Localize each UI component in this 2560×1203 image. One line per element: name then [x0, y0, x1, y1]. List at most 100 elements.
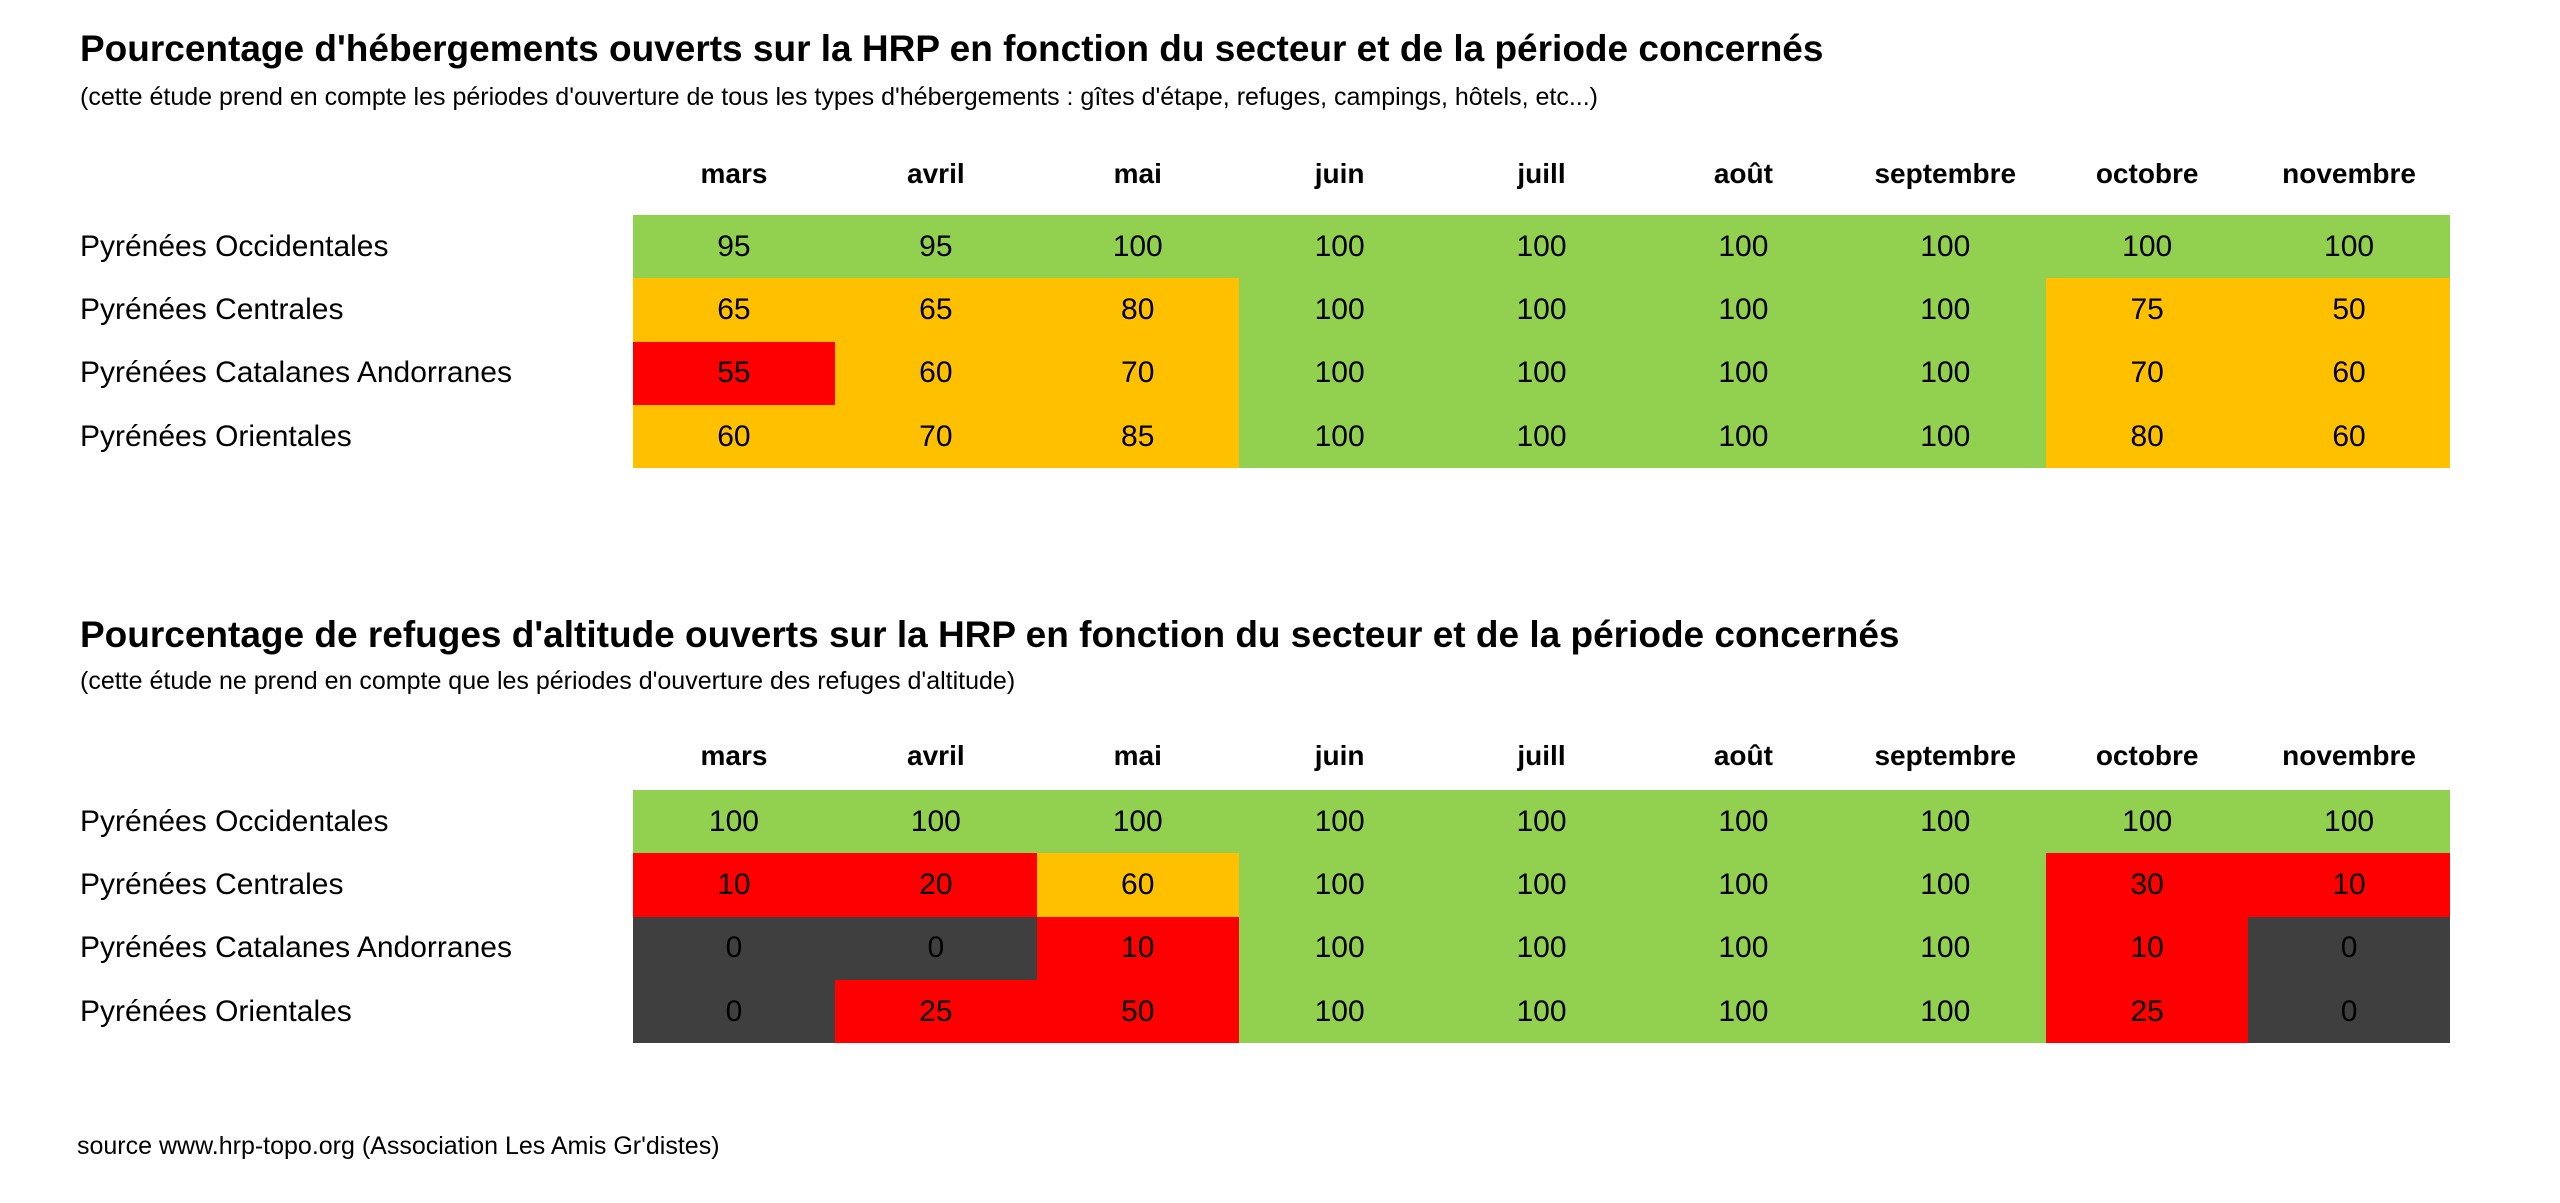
column-header: mars	[700, 158, 768, 189]
value-cell: 100	[1642, 853, 1845, 917]
value-cell: 0	[633, 916, 835, 980]
value-cell: 10	[2046, 916, 2249, 980]
row-label: Pyrénées Orientales	[80, 994, 352, 1028]
section-title: Pourcentage d'hébergements ouverts sur l…	[80, 28, 1824, 69]
value-cell: 100	[1844, 278, 2047, 342]
value-cell: 10	[1036, 916, 1239, 980]
heatmap-table: Pyrénées Occidentales 100 100 100 100 100 100 1…	[80, 790, 2460, 1044]
value-cell: 100	[633, 790, 835, 854]
value-cell: 100	[1238, 215, 1441, 279]
column-header: septembre	[1874, 740, 2017, 771]
value-cell: 0	[2248, 916, 2451, 980]
column-header: novembre	[2282, 740, 2416, 771]
column-header: mai	[1113, 740, 1162, 771]
value-cell: 100	[1238, 916, 1441, 980]
value-cell: 25	[834, 979, 1037, 1044]
value-cell: 100	[1238, 404, 1441, 469]
value-cell: 100	[1440, 979, 1643, 1044]
value-cell: 100	[1238, 853, 1441, 917]
value-cell: 60	[2248, 341, 2451, 405]
value-cell: 100	[2248, 790, 2451, 854]
column-header: avril	[907, 158, 965, 189]
table-section-hebergements: Pourcentage d'hébergements ouverts sur l…	[80, 26, 2460, 469]
section-title: Pourcentage de refuges d'altitude ouvert…	[80, 614, 1900, 655]
value-cell: 100	[1844, 341, 2047, 405]
value-cell: 95	[633, 215, 835, 279]
value-cell: 100	[1238, 979, 1441, 1044]
value-cell: 0	[834, 916, 1037, 980]
value-cell: 80	[1036, 278, 1239, 342]
value-cell: 100	[1642, 215, 1845, 279]
value-cell: 100	[1844, 979, 2047, 1044]
value-cell: 100	[1440, 341, 1643, 405]
value-cell: 70	[1036, 341, 1239, 405]
value-cell: 60	[834, 341, 1037, 405]
value-cell: 100	[1642, 404, 1845, 469]
value-cell: 50	[1036, 979, 1239, 1044]
section-subtitle: (cette étude prend en compte les période…	[80, 83, 1598, 111]
value-cell: 100	[1642, 341, 1845, 405]
value-cell: 100	[1238, 790, 1441, 854]
value-cell: 100	[1238, 341, 1441, 405]
value-cell: 95	[834, 215, 1037, 279]
value-cell: 10	[2248, 853, 2451, 917]
column-header: septembre	[1874, 158, 2017, 189]
column-header: juin	[1314, 740, 1365, 771]
heatmap-table: Pyrénées Occidentales 95 95 100 100 100 100 100…	[80, 215, 2460, 469]
column-header: mai	[1113, 158, 1162, 189]
value-cell: 100	[1440, 215, 1643, 279]
value-cell: 50	[2248, 278, 2451, 342]
value-cell: 100	[1440, 790, 1643, 854]
column-header: juin	[1314, 158, 1365, 189]
value-cell: 100	[2046, 790, 2249, 854]
value-cell: 100	[834, 790, 1037, 854]
column-header: avril	[907, 740, 965, 771]
source-note: source www.hrp-topo.org (Association Les…	[77, 1132, 720, 1160]
row-label: Pyrénées Catalanes Andorranes	[80, 931, 512, 965]
value-cell: 100	[1844, 215, 2047, 279]
value-cell: 100	[1642, 916, 1845, 980]
value-cell: 100	[1844, 916, 2047, 980]
row-label: Pyrénées Centrales	[80, 292, 344, 326]
value-cell: 100	[1642, 979, 1845, 1044]
value-cell: 100	[1036, 215, 1239, 279]
column-header: octobre	[2095, 158, 2199, 189]
value-cell: 25	[2046, 979, 2249, 1044]
column-header: novembre	[2282, 158, 2416, 189]
month-header-row: mars avril mai juin juill août septembre octobr…	[633, 158, 2460, 190]
value-cell: 100	[1440, 404, 1643, 469]
row-label: Pyrénées Occidentales	[80, 804, 389, 838]
value-cell: 10	[633, 853, 835, 917]
value-cell: 60	[633, 404, 835, 469]
value-cell: 100	[1844, 790, 2047, 854]
value-cell: 0	[2248, 979, 2451, 1044]
value-cell: 65	[633, 278, 835, 342]
value-cell: 55	[633, 341, 835, 405]
value-cell: 100	[1238, 278, 1441, 342]
column-header: août	[1713, 158, 1773, 189]
value-cell: 70	[2046, 341, 2249, 405]
value-cell: 20	[834, 853, 1037, 917]
table-section-refuges: Pourcentage de refuges d'altitude ouvert…	[80, 612, 2460, 1044]
value-cell: 100	[1440, 278, 1643, 342]
value-cell: 70	[834, 404, 1037, 469]
value-cell: 100	[2046, 215, 2249, 279]
column-header: août	[1713, 740, 1773, 771]
value-cell: 75	[2046, 278, 2249, 342]
section-subtitle: (cette étude ne prend en compte que les …	[80, 667, 1016, 695]
value-cell: 60	[1036, 853, 1239, 917]
row-label: Pyrénées Catalanes Andorranes	[80, 356, 512, 390]
value-cell: 100	[1440, 853, 1643, 917]
column-header: octobre	[2095, 740, 2199, 771]
row-label: Pyrénées Orientales	[80, 419, 352, 453]
value-cell: 80	[2046, 404, 2249, 469]
value-cell: 100	[1844, 853, 2047, 917]
row-label: Pyrénées Occidentales	[80, 229, 389, 263]
column-header: juill	[1517, 158, 1566, 189]
value-cell: 100	[1036, 790, 1239, 854]
value-cell: 100	[1844, 404, 2047, 469]
value-cell: 100	[1642, 790, 1845, 854]
value-cell: 100	[2248, 215, 2451, 279]
value-cell: 30	[2046, 853, 2249, 917]
value-cell: 85	[1036, 404, 1239, 469]
